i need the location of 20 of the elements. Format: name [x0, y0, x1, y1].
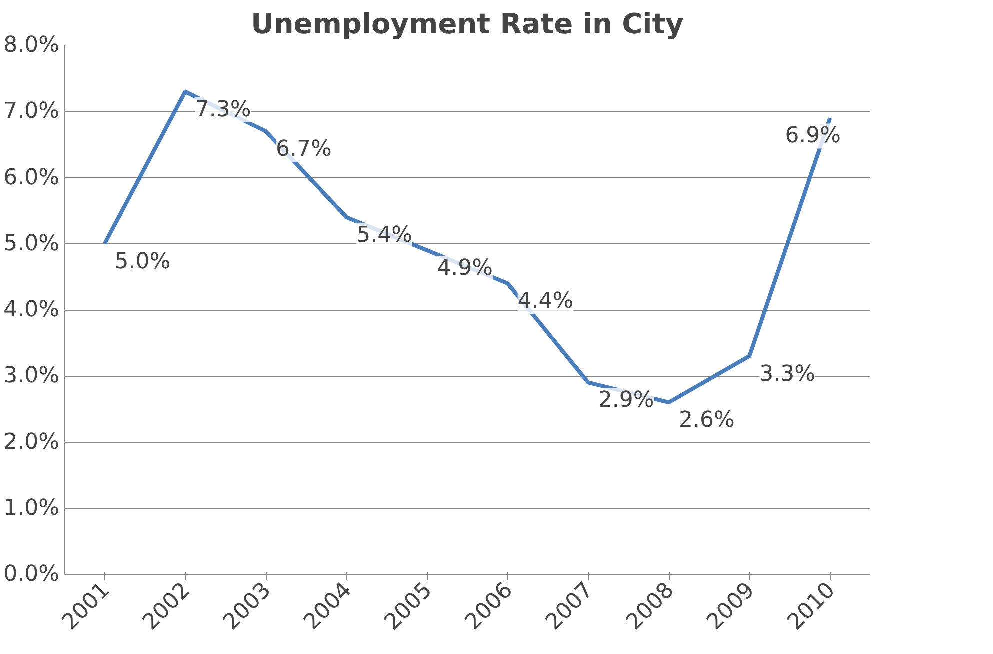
- data-label: 3.3%: [760, 362, 816, 387]
- data-label: 7.3%: [195, 97, 252, 122]
- y-tick-label: 5.0%: [4, 231, 60, 256]
- y-tick-label: 3.0%: [4, 364, 60, 389]
- y-tick-label: 0.0%: [4, 562, 60, 587]
- chart-title: Unemployment Rate in City: [251, 8, 684, 40]
- y-tick-label: 4.0%: [4, 298, 60, 322]
- data-label: 5.4%: [356, 222, 413, 248]
- y-tick-label: 6.0%: [4, 165, 60, 190]
- y-tick-label: 7.0%: [4, 99, 60, 124]
- data-label: 6.9%: [785, 124, 842, 149]
- data-label: 6.7%: [276, 136, 332, 162]
- data-label: 2.6%: [679, 408, 735, 434]
- data-label: 5.0%: [114, 249, 171, 274]
- y-tick-label: 1.0%: [4, 496, 60, 521]
- data-label: 4.4%: [518, 289, 574, 314]
- data-label: 4.9%: [437, 256, 494, 281]
- y-tick-label: 2.0%: [4, 430, 60, 455]
- data-label: 2.9%: [598, 388, 654, 414]
- y-tick-label: 8.0%: [4, 33, 60, 58]
